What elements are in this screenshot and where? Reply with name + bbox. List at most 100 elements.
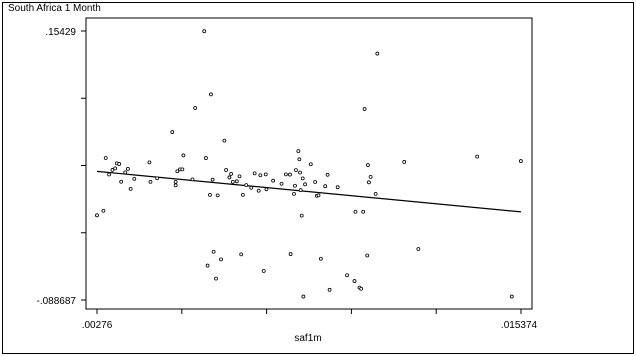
data-point-90: [402, 160, 407, 164]
data-point-3: [107, 172, 112, 177]
data-point-60: [296, 149, 301, 154]
data-point-71: [316, 193, 321, 198]
data-point-68: [308, 162, 313, 167]
data-point-89: [375, 51, 380, 56]
data-point-76: [335, 185, 340, 190]
data-point-74: [325, 172, 330, 177]
data-point-57: [292, 191, 296, 196]
data-point-24: [193, 106, 198, 110]
data-point-29: [209, 92, 213, 97]
data-point-42: [239, 252, 244, 257]
data-point-35: [222, 138, 227, 143]
data-point-1: [101, 208, 106, 213]
data-point-47: [256, 188, 261, 193]
data-point-54: [284, 172, 288, 177]
data-point-82: [361, 209, 366, 214]
data-point-78: [352, 279, 357, 283]
data-point-93: [509, 294, 514, 299]
data-point-43: [240, 192, 245, 197]
data-point-92: [475, 154, 480, 159]
data-point-50: [263, 172, 268, 177]
x-tick-label-left: .00276: [82, 320, 113, 331]
data-point-23: [190, 177, 195, 182]
data-point-52: [271, 178, 276, 183]
data-point-8: [119, 179, 124, 184]
data-point-77: [345, 273, 349, 278]
y-axis-ticks: [81, 30, 86, 301]
data-point-62: [298, 170, 302, 175]
y-tick-label-bottom: -.088687: [37, 296, 77, 307]
data-point-9: [123, 170, 128, 175]
data-point-59: [294, 168, 298, 173]
data-point-22: [181, 153, 186, 158]
x-axis-label: saf1m: [294, 333, 321, 344]
x-axis-ticks: [96, 309, 522, 314]
data-point-67: [303, 182, 307, 187]
data-point-91: [416, 247, 421, 251]
data-point-21: [180, 167, 185, 172]
data-point-58: [293, 183, 297, 188]
data-point-46: [252, 171, 257, 176]
data-point-27: [205, 263, 210, 268]
data-point-94: [518, 159, 523, 163]
data-point-65: [300, 176, 305, 181]
data-point-11: [128, 186, 133, 191]
data-point-56: [288, 252, 293, 256]
data-point-64: [299, 213, 304, 218]
data-point-85: [366, 163, 370, 168]
data-point-26: [204, 156, 208, 160]
data-point-45: [249, 185, 254, 190]
data-point-12: [132, 176, 137, 181]
data-point-72: [318, 256, 323, 261]
data-point-55: [288, 172, 292, 177]
data-point-34: [219, 257, 223, 262]
data-point-83: [362, 107, 367, 111]
data-point-13: [147, 160, 152, 165]
plot-area: [85, 17, 533, 310]
fitted-regression-line: [96, 170, 522, 213]
data-point-2: [103, 156, 108, 160]
data-points: [95, 29, 523, 299]
data-point-37: [227, 175, 232, 180]
data-point-73: [323, 184, 328, 189]
data-point-86: [367, 180, 371, 185]
data-point-7: [117, 162, 122, 166]
data-point-25: [202, 29, 207, 34]
data-point-88: [373, 191, 378, 196]
data-point-53: [279, 181, 284, 186]
data-point-41: [237, 174, 242, 179]
data-point-66: [301, 294, 306, 299]
data-point-15: [155, 176, 160, 181]
chart-title: South Africa 1 Month: [8, 3, 101, 14]
data-point-40: [234, 179, 239, 184]
data-point-16: [170, 130, 175, 134]
data-point-84: [365, 253, 370, 258]
data-point-17: [173, 179, 178, 184]
data-point-5: [113, 166, 118, 171]
data-point-61: [297, 157, 302, 162]
data-point-48: [258, 173, 263, 178]
data-point-30: [210, 177, 215, 182]
data-point-39: [230, 179, 235, 184]
data-point-87: [368, 175, 373, 179]
data-point-63: [298, 188, 303, 193]
data-point-79: [353, 209, 358, 214]
data-point-44: [244, 183, 249, 187]
data-point-28: [208, 192, 212, 197]
data-point-33: [215, 193, 220, 198]
data-point-81: [359, 286, 364, 291]
data-point-0: [95, 213, 99, 218]
data-point-18: [173, 183, 178, 188]
data-point-36: [224, 168, 228, 172]
data-point-49: [261, 269, 266, 273]
data-point-51: [264, 187, 269, 192]
data-point-19: [175, 169, 180, 174]
data-point-75: [327, 287, 332, 292]
data-point-4: [110, 168, 115, 172]
x-tick-label-right: .015374: [501, 320, 538, 331]
data-point-31: [211, 249, 216, 254]
data-point-69: [313, 180, 318, 184]
data-point-14: [148, 179, 153, 184]
